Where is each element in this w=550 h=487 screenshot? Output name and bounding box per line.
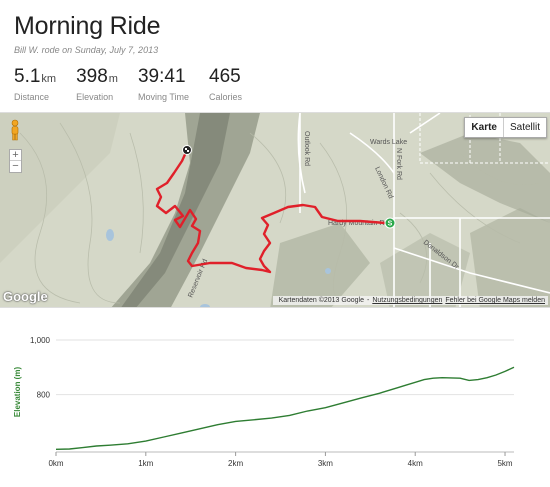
x-tick-label: 2km — [228, 459, 243, 468]
route-map[interactable]: Wards Lake London Rd N Fork Rd Donaldson… — [0, 112, 550, 308]
stat-moving-time: 39:41 Moving Time — [138, 66, 189, 102]
map-type-satellit-button[interactable]: Satellit — [509, 122, 540, 133]
terrain-map: Wards Lake London Rd N Fork Rd Donaldson… — [0, 113, 550, 307]
terms-link[interactable]: Nutzungsbedingungen — [372, 297, 443, 304]
map-label-wards-lake: Wards Lake — [370, 139, 407, 146]
x-tick-label: 0km — [48, 459, 63, 468]
stat-distance-value: 5.1 — [14, 66, 41, 87]
report-error-link[interactable]: Fehler bei Google Maps melden — [445, 297, 545, 304]
stat-calories-label: Calories — [209, 92, 243, 102]
chart-y-axis-label: Elevation (m) — [13, 367, 22, 418]
x-tick-label: 1km — [138, 459, 153, 468]
map-data-credit: Kartendaten ©2013 Google — [278, 297, 364, 304]
start-marker-label: S — [388, 221, 393, 228]
zoom-in-button[interactable]: + — [10, 150, 21, 161]
zoom-control: + − — [9, 149, 22, 173]
x-tick-label: 3km — [318, 459, 333, 468]
finish-marker[interactable] — [182, 145, 192, 155]
chart-grid — [56, 339, 514, 453]
chart-x-ticks: 0km 1km 2km 3km 4km 5km — [48, 452, 513, 468]
google-logo[interactable]: Google — [3, 289, 48, 304]
map-label-hardy-mountain-rd: Hardy Mountain Rd — [328, 220, 388, 227]
y-tick-label: 800 — [37, 391, 51, 400]
stat-distance-label: Distance — [14, 92, 50, 102]
route-line — [155, 148, 392, 274]
elevation-series-line — [55, 366, 515, 450]
stat-elevation-value: 398 — [76, 66, 108, 87]
activity-header: Morning Ride Bill W. rode on Sunday, Jul… — [14, 12, 534, 55]
elevation-chart-svg: 1,000 800 0km 1km 2km 3km 4km 5km Elevation (m… — [13, 336, 515, 468]
stat-calories-value: 465 — [209, 66, 241, 87]
elevation-chart: 1,000 800 0km 1km 2km 3km 4km 5km Elevation (m… — [0, 322, 550, 482]
stat-elevation: 398m Elevation — [76, 66, 118, 102]
stat-distance: 5.1km Distance — [14, 66, 56, 102]
map-label-n-fork-rd: N Fork Rd — [395, 148, 402, 180]
x-tick-label: 5km — [497, 459, 512, 468]
activity-title: Morning Ride — [14, 12, 161, 40]
start-marker[interactable]: S — [384, 217, 396, 229]
stats-row: 5.1km Distance 398m Elevation 39:41 Movi… — [14, 66, 262, 102]
stat-distance-unit: km — [41, 73, 57, 85]
zoom-out-button[interactable]: − — [12, 160, 19, 172]
map-attribution: Kartendaten ©2013 Google - Nutzungsbedin… — [272, 296, 548, 305]
stat-elevation-unit: m — [108, 73, 118, 85]
stat-calories: 465 Calories — [209, 66, 242, 102]
chart-y-ticks: 1,000 800 — [30, 336, 51, 400]
x-tick-label: 4km — [408, 459, 423, 468]
map-type-control: Karte Satellit — [464, 117, 547, 138]
stat-elevation-label: Elevation — [76, 92, 114, 102]
map-label-outlook-rd: Outlook Rd — [303, 131, 310, 166]
street-view-pegman-icon[interactable] — [8, 119, 22, 141]
stat-moving-time-label: Moving Time — [137, 92, 189, 102]
activity-subtitle: Bill W. rode on Sunday, July 7, 2013 — [14, 45, 159, 55]
y-tick-label: 1,000 — [30, 336, 51, 345]
stat-moving-time-value: 39:41 — [137, 66, 186, 87]
map-type-karte-button[interactable]: Karte — [465, 118, 504, 137]
